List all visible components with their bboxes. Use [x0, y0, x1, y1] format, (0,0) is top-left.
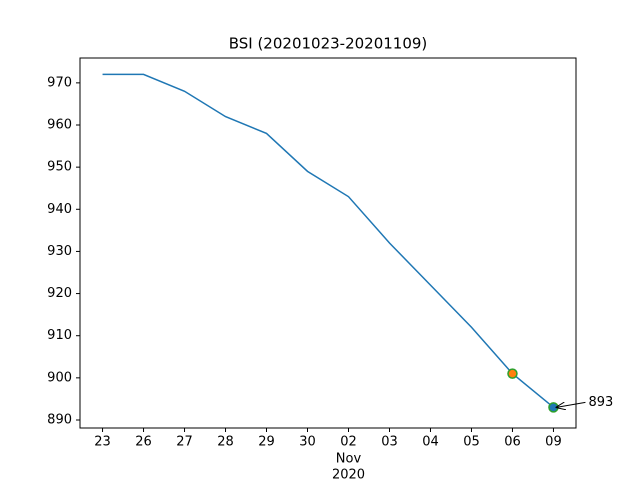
x-tick-label: 30	[299, 435, 316, 450]
y-tick-label: 970	[47, 75, 72, 90]
y-tick-label: 920	[47, 286, 72, 301]
annotation-arrow	[556, 401, 586, 407]
chart-title: BSI (20201023-20201109)	[229, 35, 428, 53]
x-tick-label: 26	[135, 435, 152, 450]
plot-frame	[79, 57, 577, 429]
x-tick-label: 27	[176, 435, 193, 450]
y-tick-label: 930	[47, 244, 72, 259]
x-tick-label: 29	[258, 435, 275, 450]
y-tick-label: 950	[47, 160, 72, 175]
x-tick-label: 03	[381, 435, 398, 450]
y-tick-label: 910	[47, 328, 72, 343]
x-tick-label: 04	[422, 435, 439, 450]
x-tick-label: 05	[463, 435, 480, 450]
y-tick-label: 940	[47, 202, 72, 217]
x-tick-label: 02	[340, 435, 357, 450]
annotation-label: 893	[588, 395, 613, 410]
y-tick-label: 890	[47, 412, 72, 427]
x-tick-label: 06	[504, 435, 521, 450]
x-sublabel: Nov	[336, 452, 362, 467]
x-tick-label: 28	[217, 435, 234, 450]
line-series	[102, 73, 554, 408]
highlight-point	[507, 368, 518, 379]
x-tick-label: 23	[94, 435, 111, 450]
x-sublabel: 2020	[332, 468, 365, 480]
y-tick-label: 900	[47, 370, 72, 385]
y-tick-label: 960	[47, 118, 72, 133]
x-tick-label: 09	[545, 435, 562, 450]
